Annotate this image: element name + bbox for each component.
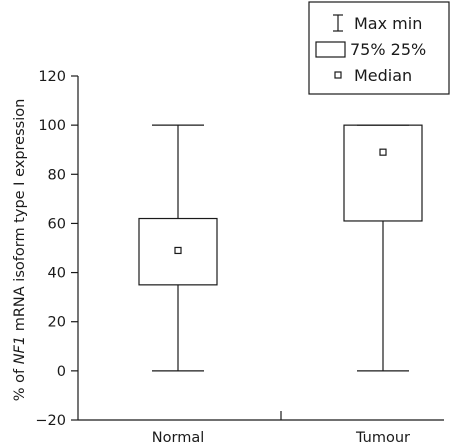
y-tick-label: 0 [57, 364, 66, 380]
legend-label: Max min [354, 14, 422, 33]
box-tumour [343, 124, 423, 372]
y-axis-label: % of NF1 mRNA isoform type I expression [12, 99, 28, 402]
iqr-box [343, 124, 423, 222]
y-axis-label-part: NF1 [12, 336, 28, 364]
y-tick-label: 20 [48, 315, 66, 331]
median-marker [174, 246, 182, 255]
y-tick-label: 40 [48, 266, 66, 282]
legend: Max min 75% 25% Median [308, 1, 450, 95]
y-tick-label: 100 [38, 118, 66, 134]
y-axis-label-part: mRNA isoform type I expression [12, 99, 28, 336]
legend-label: Median [354, 66, 412, 85]
legend-whisker-symbol [333, 14, 343, 32]
x-axis: Normal Tumour [78, 411, 444, 446]
y-axis: −20 0 20 40 60 80 100 120 [35, 69, 79, 429]
legend-frame [308, 1, 450, 95]
y-tick-label: 80 [48, 167, 66, 183]
median-marker [379, 148, 387, 156]
legend-box-symbol [315, 41, 346, 58]
legend-label: 75% 25% [350, 40, 426, 59]
y-tick-label: −20 [35, 413, 66, 429]
x-category-label: Normal [152, 430, 204, 446]
box-normal [138, 124, 218, 372]
legend-median-symbol [334, 71, 342, 79]
plot-area [138, 124, 423, 372]
iqr-box [138, 217, 218, 286]
y-tick-label: 120 [38, 69, 66, 85]
x-category-label: Tumour [355, 430, 410, 446]
y-axis-label-part: % of [12, 364, 28, 401]
y-tick-label: 60 [48, 216, 66, 232]
